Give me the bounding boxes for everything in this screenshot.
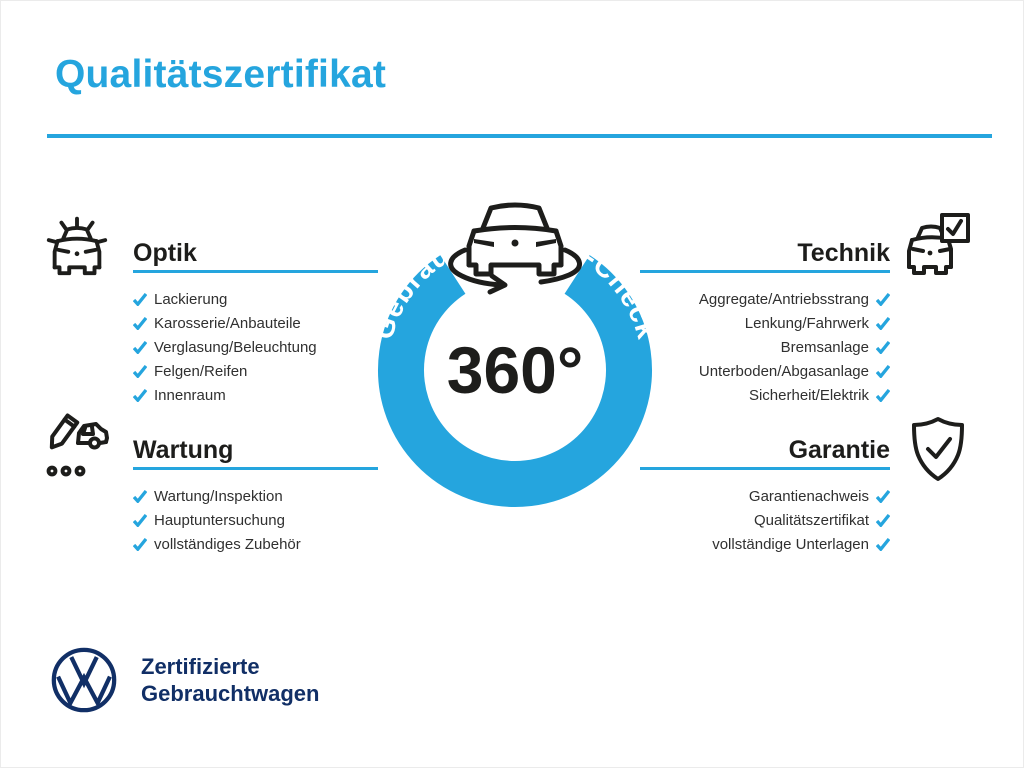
section-heading-wartung: Wartung [133,436,234,464]
check-icon [133,292,147,306]
section-underline-garantie [640,467,890,470]
section-wartung: Wartung Wartung/Inspektion Hauptuntersuc… [133,437,378,556]
badge-degree-label: 360° [447,333,584,407]
checklist-item: Innenraum [133,383,378,407]
section-heading-optik: Optik [133,239,197,267]
check-icon [876,340,890,354]
checklist-item: Lackierung [133,287,378,311]
check-icon [133,489,147,503]
checklist-item-label: Hauptuntersuchung [154,511,285,529]
checklist-item-label: Unterboden/Abgasanlage [698,362,869,380]
checklist-item: Felgen/Reifen [133,359,378,383]
check-icon [876,364,890,378]
checklist-item: vollständige Unterlagen [640,532,890,556]
checklist-item: Verglasung/Beleuchtung [133,335,378,359]
checklist-item-label: Garantienachweis [748,487,869,505]
checklist-item: Lenkung/Fahrwerk [640,311,890,335]
page-title: Qualitätszertifikat [55,53,387,96]
check-icon [876,316,890,330]
pencil-car-checklist-icon [46,413,109,477]
brand-claim: Zertifizierte Gebrauchtwagen [141,653,319,707]
checklist-item-label: Lackierung [154,290,228,308]
checklist-item-label: Bremsanlage [780,338,869,356]
check-icon [876,537,890,551]
brand-claim-line1: Zertifizierte [141,654,260,679]
car-checkbox-icon [907,213,970,275]
check-icon [133,364,147,378]
wartung-checklist: Wartung/Inspektion Hauptuntersuchung vol… [133,484,378,556]
checklist-item: Sicherheit/Elektrik [640,383,890,407]
checklist-item: vollständiges Zubehör [133,532,378,556]
car-shine-icon [46,216,108,276]
check-icon [133,537,147,551]
checklist-item: Wartung/Inspektion [133,484,378,508]
checklist-item-label: Felgen/Reifen [154,362,248,380]
checklist-item: Bremsanlage [640,335,890,359]
car-360-rotation-icon [448,202,582,295]
checklist-item-label: Wartung/Inspektion [154,487,283,505]
brand-claim-line2: Gebrauchtwagen [141,681,320,706]
check-icon [876,489,890,503]
checklist-item-label: Karosserie/Anbauteile [154,314,301,332]
check-icon [133,316,147,330]
checklist-item: Hauptuntersuchung [133,508,378,532]
checklist-item: Karosserie/Anbauteile [133,311,378,335]
section-underline-wartung [133,467,378,470]
checklist-item-label: Lenkung/Fahrwerk [744,314,869,332]
section-garantie: Garantie Garantienachweis Qualitätszerti… [640,437,890,556]
section-heading-garantie: Garantie [788,436,890,464]
checklist-item-label: vollständiges Zubehör [154,535,301,553]
checklist-item-label: Sicherheit/Elektrik [748,386,869,404]
check-icon [876,513,890,527]
checklist-item-label: Verglasung/Beleuchtung [154,338,317,356]
360-check-badge: Gebrauchtwagen-Check 360° [367,202,662,507]
check-icon [876,388,890,402]
section-optik: Optik Lackierung Karosserie/Anbauteile V… [133,240,378,407]
vw-logo [51,647,117,713]
check-icon [133,513,147,527]
checklist-item: Garantienachweis [640,484,890,508]
section-underline-technik [640,270,890,273]
optik-checklist: Lackierung Karosserie/Anbauteile Verglas… [133,287,378,407]
badge-ring [378,255,652,507]
check-icon [133,340,147,354]
checklist-item-label: vollständige Unterlagen [712,535,869,553]
shield-check-icon [912,417,964,481]
check-icon [133,388,147,402]
checklist-item-label: Aggregate/Antriebsstrang [698,290,869,308]
checklist-item: Qualitätszertifikat [640,508,890,532]
section-technik: Technik Aggregate/Antriebsstrang Lenkung… [640,240,890,407]
checklist-item-label: Qualitätszertifikat [753,511,869,529]
checklist-item-label: Innenraum [154,386,226,404]
checklist-item: Aggregate/Antriebsstrang [640,287,890,311]
technik-checklist: Aggregate/Antriebsstrang Lenkung/Fahrwer… [640,287,890,407]
check-icon [876,292,890,306]
title-divider [47,134,992,138]
garantie-checklist: Garantienachweis Qualitätszertifikat vol… [640,484,890,556]
section-heading-technik: Technik [797,239,890,267]
section-underline-optik [133,270,378,273]
checklist-item: Unterboden/Abgasanlage [640,359,890,383]
